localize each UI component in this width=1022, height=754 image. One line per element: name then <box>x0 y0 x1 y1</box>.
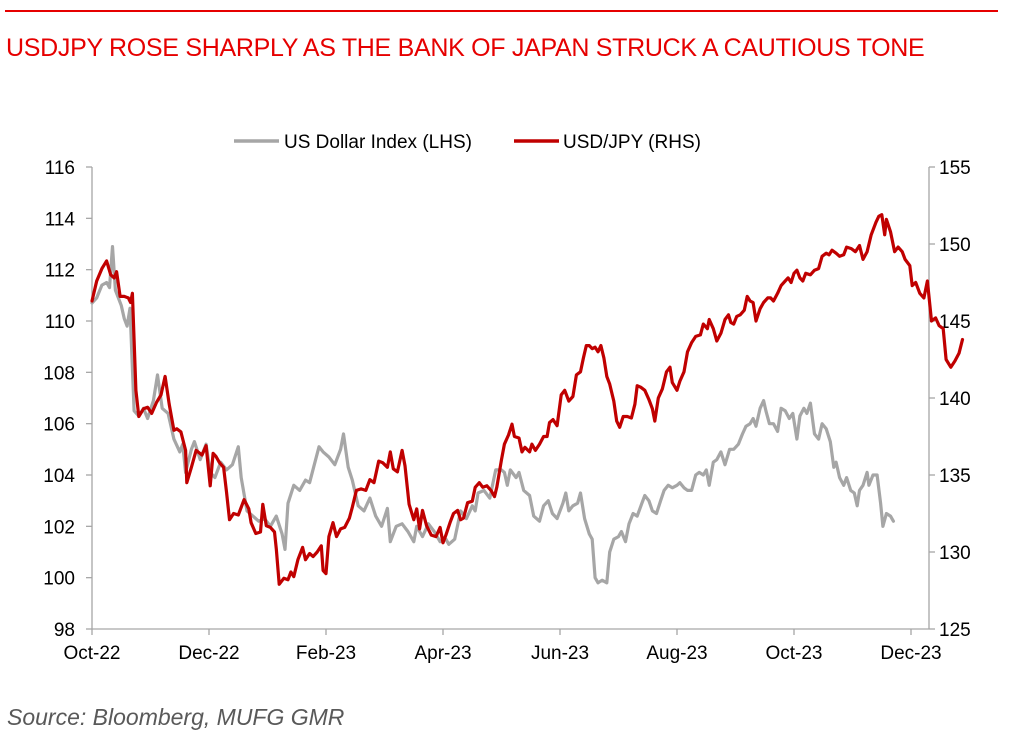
left-tick-label: 106 <box>43 415 75 436</box>
left-tick-label: 100 <box>43 569 75 590</box>
legend: US Dollar Index (LHS) USD/JPY (RHS) <box>234 132 701 153</box>
left-tick-label: 110 <box>45 312 75 333</box>
left-tick-label: 104 <box>43 466 75 487</box>
axes: 98 100 102 104 106 108 110 112 114 116 125 130 135 14… <box>43 158 970 664</box>
series-line-usdjpy <box>90 213 965 586</box>
left-tick-label: 114 <box>45 209 76 230</box>
left-tick-label: 98 <box>54 620 75 641</box>
right-tick-label: 140 <box>939 389 971 410</box>
x-tick-label: Feb-23 <box>296 643 356 664</box>
left-tick-label: 116 <box>45 158 75 179</box>
left-tick-label: 102 <box>43 517 75 538</box>
left-tick-label: 112 <box>45 261 75 282</box>
x-tick-label: Dec-22 <box>178 643 239 664</box>
x-tick-label: Aug-23 <box>646 643 707 664</box>
series-group <box>90 213 965 586</box>
x-tick-label: Jun-23 <box>531 643 589 664</box>
series-line-us-dollar-index <box>90 245 895 585</box>
header-rule <box>5 10 998 12</box>
left-tick-label: 108 <box>43 363 75 384</box>
legend-label-usdjpy: USD/JPY (RHS) <box>563 132 701 153</box>
right-tick-label: 135 <box>939 466 971 487</box>
x-tick-label: Apr-23 <box>414 643 471 664</box>
source-note: Source: Bloomberg, MUFG GMR <box>7 704 345 730</box>
x-tick-label: Dec-23 <box>880 643 941 664</box>
right-tick-label: 145 <box>939 312 971 333</box>
right-tick-label: 155 <box>939 158 971 179</box>
right-tick-label: 125 <box>939 620 971 641</box>
legend-label-dxy: US Dollar Index (LHS) <box>284 132 472 153</box>
x-tick-label: Oct-23 <box>765 643 822 664</box>
chart-title: USDJPY ROSE SHARPLY AS THE BANK OF JAPAN… <box>6 34 925 62</box>
right-tick-label: 130 <box>939 543 971 564</box>
x-tick-label: Oct-22 <box>63 643 120 664</box>
right-tick-label: 150 <box>939 235 971 256</box>
